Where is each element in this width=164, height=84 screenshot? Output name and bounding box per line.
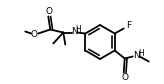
Text: N: N (133, 51, 140, 60)
Text: O: O (121, 74, 128, 82)
Text: H: H (138, 48, 144, 58)
Text: N: N (71, 27, 78, 36)
Text: F: F (126, 21, 131, 30)
Text: O: O (31, 30, 38, 39)
Text: H: H (75, 25, 81, 34)
Text: O: O (46, 6, 53, 16)
